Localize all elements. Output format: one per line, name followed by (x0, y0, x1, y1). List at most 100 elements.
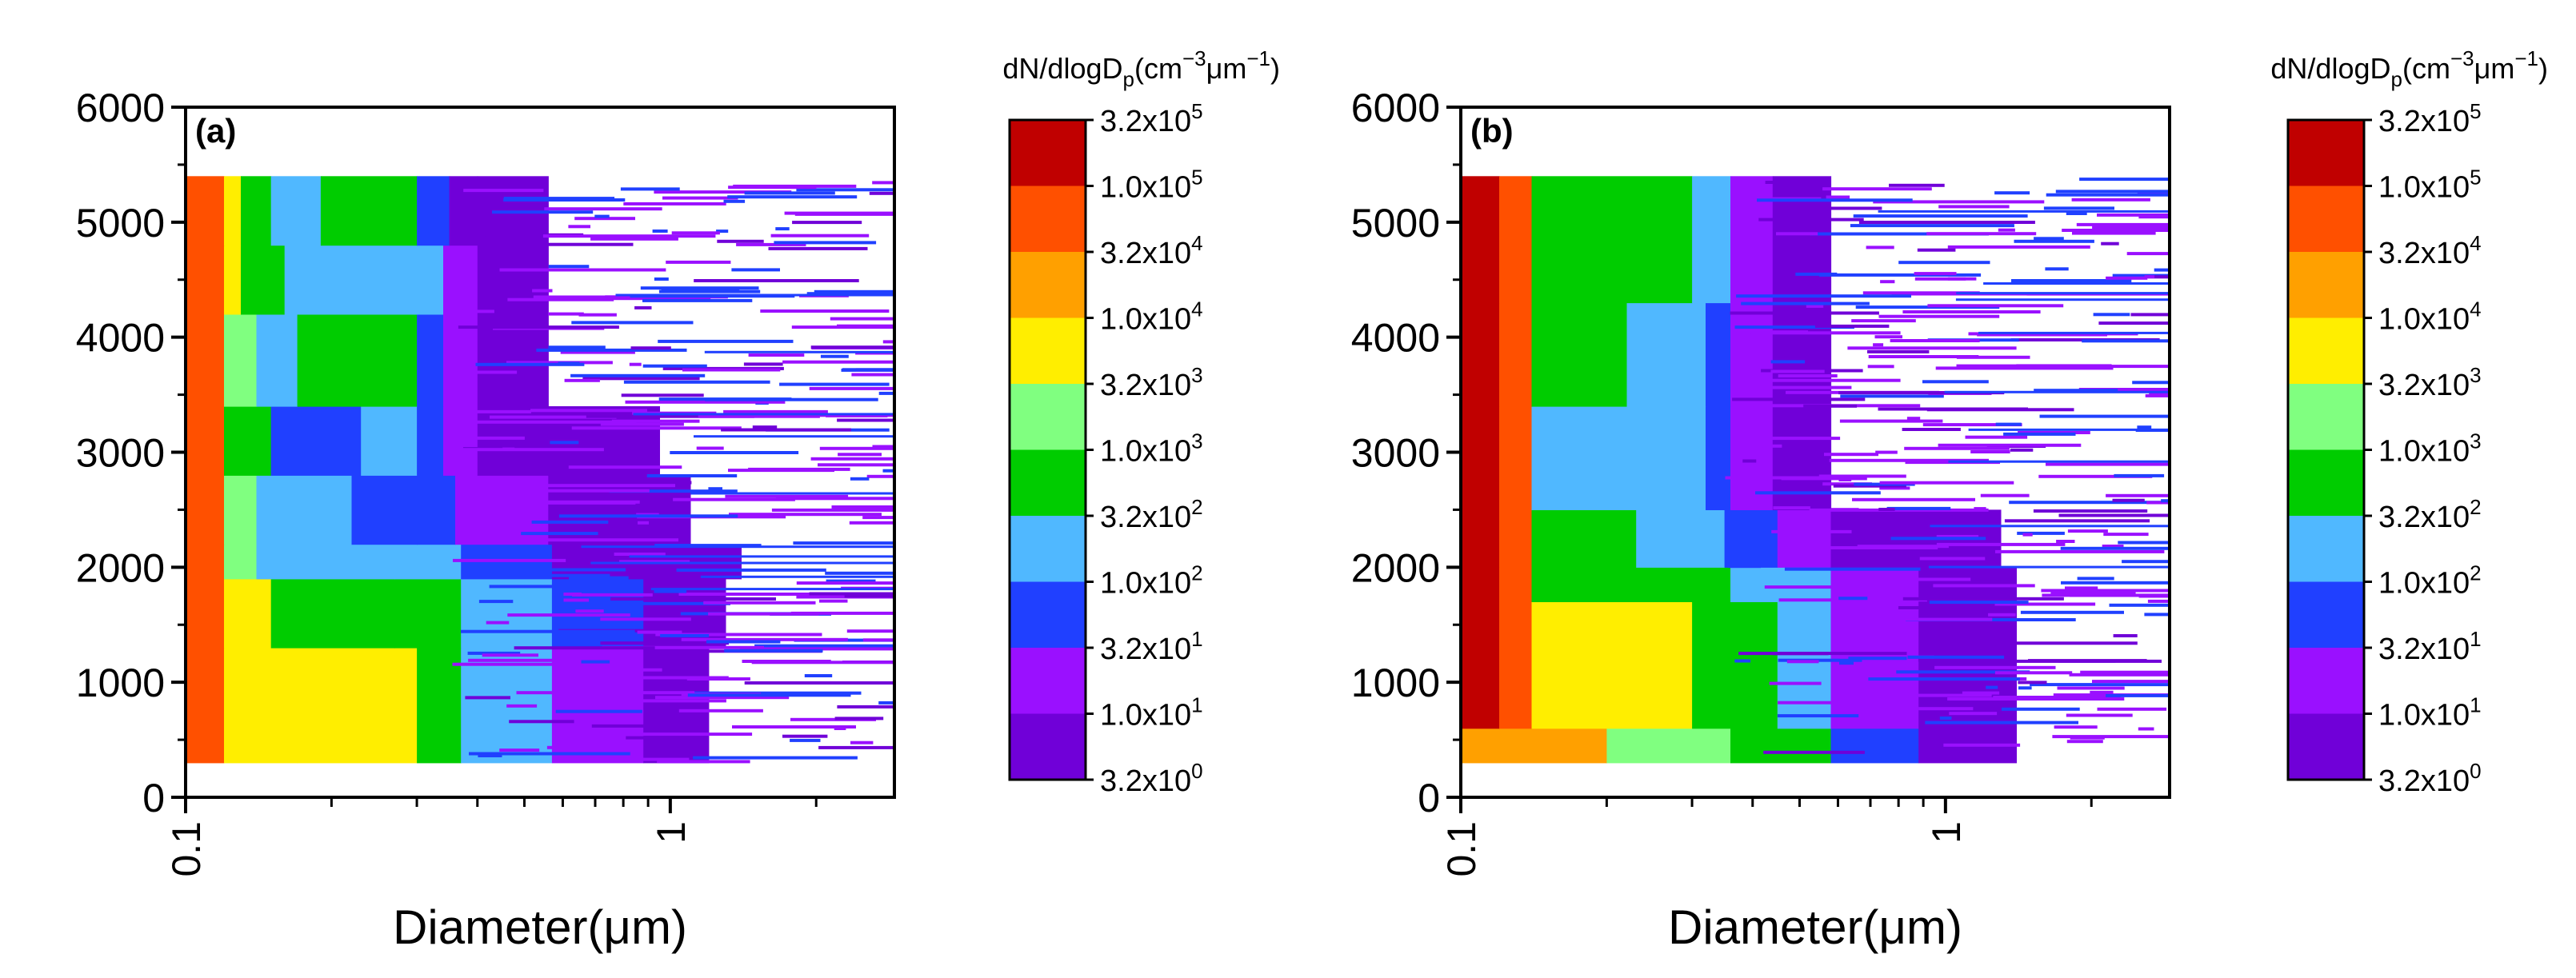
heatmap-streak (700, 575, 894, 578)
heatmap-streak (2054, 725, 2098, 729)
x-tick-label: 0.1 (1439, 821, 1484, 877)
heatmap-streak (569, 576, 629, 580)
heatmap-streak (882, 340, 894, 344)
heatmap-streak (760, 309, 890, 313)
y-tick-label: 2000 (1351, 545, 1440, 590)
heatmap-streak (729, 513, 882, 517)
heatmap-streak (2090, 690, 2114, 694)
heatmap-streak (686, 691, 862, 695)
heatmap-streak (1758, 218, 1864, 222)
heatmap-streak (1867, 349, 1930, 353)
heatmap-streak (642, 364, 707, 368)
heatmap-streak (826, 579, 876, 583)
heatmap-streak (721, 428, 851, 432)
heatmap-streak (2098, 321, 2170, 325)
heatmap-streak (2004, 519, 2150, 523)
heatmap-streak (1939, 717, 1952, 720)
heatmap-streak (1757, 198, 1913, 202)
heatmap-streak (1926, 232, 2037, 236)
heatmap-cell (256, 475, 352, 545)
heatmap-streak (782, 734, 828, 738)
heatmap-streak (1776, 232, 1818, 236)
heatmap-streak (1980, 493, 2030, 497)
heatmap-streak (568, 225, 590, 229)
heatmap-streak (744, 191, 835, 195)
colorbar-label: 3.2x104 (1100, 231, 1203, 270)
heatmap-streak (548, 345, 606, 349)
heatmap-cell (1461, 406, 1500, 510)
heatmap-streak (2050, 591, 2136, 595)
heatmap-streak (830, 317, 894, 321)
heatmap-streak (620, 187, 680, 191)
heatmap-streak (708, 612, 819, 616)
heatmap-cell (417, 313, 444, 407)
heatmap-streak (506, 704, 538, 708)
heatmap-streak (460, 409, 531, 413)
heatmap-cell (417, 176, 450, 246)
heatmap-streak (586, 414, 754, 418)
heatmap-streak (678, 593, 812, 596)
heatmap-streak (2106, 693, 2170, 697)
heatmap-streak (814, 289, 894, 293)
heatmap-streak (752, 425, 778, 429)
heatmap-streak (1944, 390, 2170, 393)
heatmap-streak (834, 717, 884, 721)
heatmap-streak (882, 469, 894, 473)
heatmap-cell (256, 313, 298, 407)
heatmap-streak (2003, 432, 2076, 436)
heatmap-streak (642, 298, 753, 302)
heatmap-streak (1902, 597, 2064, 601)
heatmap-streak (458, 325, 619, 329)
colorbar-swatch (2288, 384, 2364, 451)
colorbar-label: 1.0x105 (2378, 166, 2482, 205)
heatmap-cell (1499, 509, 1533, 568)
heatmap-cell (1531, 509, 1637, 568)
heatmap-streak (1818, 273, 1982, 277)
heatmap-streak (1874, 335, 1902, 339)
heatmap-cell (241, 176, 272, 246)
heatmap-streak (1786, 660, 1819, 664)
heatmap-streak (739, 647, 894, 651)
heatmap-streak (2043, 206, 2114, 210)
heatmap-streak (514, 646, 655, 650)
colorbar-label: 1.0x102 (1100, 561, 1203, 601)
heatmap-streak (846, 629, 894, 633)
heatmap-streak (1968, 428, 2170, 431)
heatmap-streak (465, 696, 510, 700)
heatmap-streak (1944, 751, 2011, 755)
heatmap-streak (1879, 481, 2014, 485)
heatmap-streak (2154, 268, 2170, 272)
heatmap-streak (633, 413, 894, 416)
heatmap-streak (1978, 331, 2170, 334)
heatmap-streak (460, 436, 525, 440)
heatmap-streak (866, 474, 894, 478)
heatmap-streak (630, 346, 671, 350)
heatmap-streak (530, 409, 647, 413)
heatmap-streak (1873, 343, 1884, 347)
heatmap-streak (2060, 546, 2170, 550)
heatmap-streak (1818, 474, 1906, 478)
heatmap-streak (681, 637, 848, 641)
heatmap-streak (2118, 541, 2170, 545)
heatmap-cell (1730, 601, 1778, 729)
x-tick-label: 1 (1924, 821, 1969, 844)
heatmap-streak (1914, 272, 1957, 276)
heatmap-streak (2113, 634, 2138, 637)
heatmap-streak (670, 451, 799, 454)
heatmap-streak (818, 463, 894, 467)
colorbar-swatch (2288, 713, 2364, 780)
heatmap-streak (492, 210, 594, 214)
heatmap-streak (1928, 565, 2170, 569)
heatmap-streak (1750, 331, 1901, 335)
heatmap-streak (1922, 380, 1989, 384)
panel-a-colorbar-title: dN/dlogDp(cm−3μm−1) (1002, 46, 1280, 91)
colorbar-swatch (1010, 252, 1086, 319)
heatmap-streak (2010, 448, 2034, 452)
heatmap-streak (1822, 482, 1872, 486)
heatmap-streak (2130, 313, 2170, 317)
heatmap-cell (1706, 302, 1731, 407)
y-tick-label: 4000 (1351, 316, 1440, 361)
heatmap-streak (1904, 446, 2010, 450)
heatmap-streak (2061, 581, 2170, 585)
heatmap-streak (1847, 346, 2017, 350)
